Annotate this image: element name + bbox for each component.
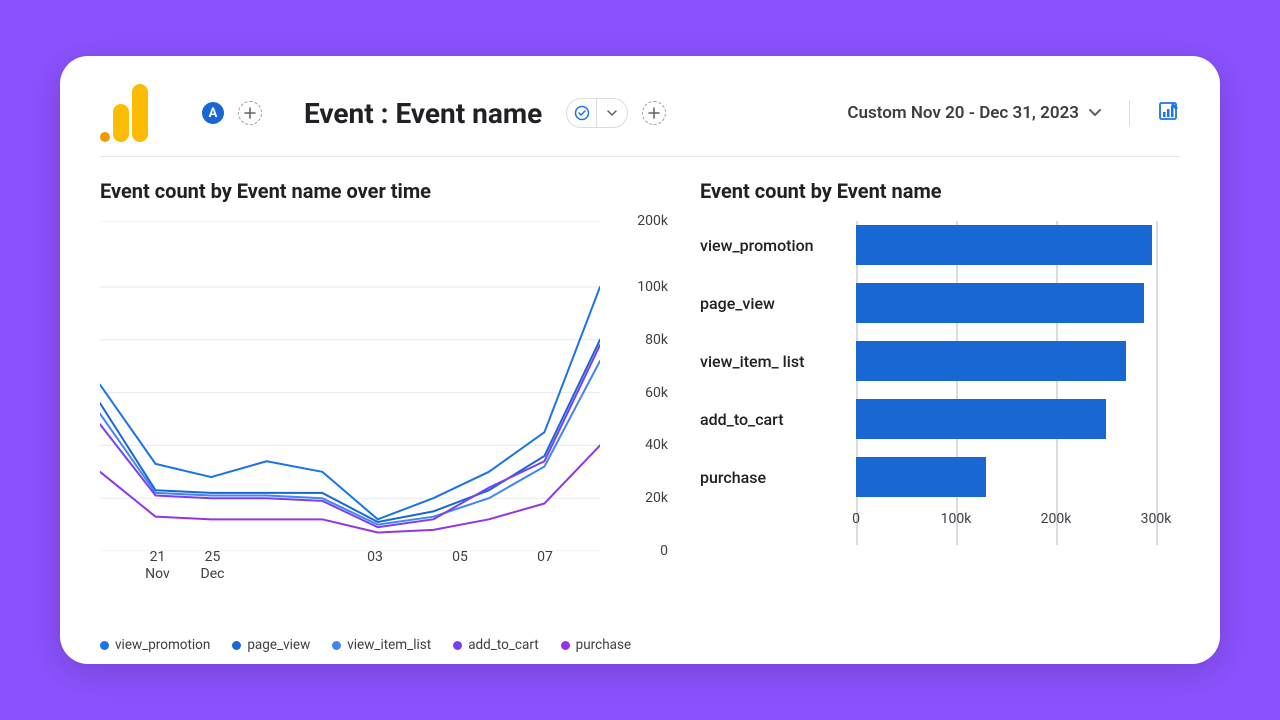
series-add_to_cart [100,345,600,527]
plus-icon [648,107,660,119]
bar-fill [856,283,1144,323]
legend-dot-icon [561,641,570,650]
x-tick-label: 200k [1041,511,1072,527]
series-view_item_list [100,361,600,525]
bar-label: view_promotion [700,236,840,255]
y-tick-label: 60k [645,385,668,401]
x-tick-label: 0 [852,511,860,527]
line-chart: 020k40k60k80k100k200k 21Nov25Dec030507 [100,221,660,581]
x-tick-label: 03 [367,549,383,566]
legend-item[interactable]: add_to_cart [453,637,538,653]
legend-item[interactable]: view_promotion [100,637,210,653]
legend-label: view_promotion [115,637,210,653]
legend-dot-icon [332,641,341,650]
bar-row: page_view [700,279,1160,327]
line-chart-panel: Event count by Event name over time 020k… [100,179,660,653]
x-tick-label: 07 [537,549,553,566]
x-tick-label: 100k [941,511,972,527]
bar-fill [856,341,1126,381]
bar-label: view_item_ list [700,352,840,371]
bar-chart-title: Event count by Event name [700,179,1180,203]
legend-dot-icon [100,641,109,650]
check-circle-icon [574,105,590,121]
bar-row: purchase [700,453,1160,501]
analytics-card: A Event : Event name Custom Nov 20 - Dec… [60,56,1220,664]
legend-label: view_item_list [347,637,431,653]
y-tick-label: 20k [645,490,668,506]
legend-dot-icon [453,641,462,650]
chart-legend: view_promotion page_view view_item_list add… [100,637,660,653]
x-tick-label: 05 [452,549,468,566]
y-tick-label: 80k [645,332,668,348]
y-tick-label: 200k [637,213,668,229]
bar-chart-panel: Event count by Event name view_promotion… [700,179,1180,653]
bar-label: purchase [700,468,840,487]
line-chart-title: Event count by Event name over time [100,179,660,203]
legend-dot-icon [232,641,241,650]
top-bar: A Event : Event name Custom Nov 20 - Dec… [100,74,1180,157]
segment-badge[interactable]: A [202,102,224,124]
chart-edit-icon [1158,100,1180,122]
bar-chart: view_promotion page_view view_item_ list ad… [700,221,1160,581]
add-filter-button[interactable] [642,101,666,125]
legend-item[interactable]: page_view [232,637,310,653]
bar-fill [856,399,1106,439]
x-tick-label: 300k [1141,511,1172,527]
x-tick-label: 25Dec [201,549,225,583]
add-segment-button[interactable] [238,101,262,125]
caret-down-icon [607,110,617,116]
series-view_promotion [100,287,600,519]
y-tick-label: 40k [645,437,668,453]
ga-logo [100,84,148,142]
bar-fill [856,457,986,497]
series-purchase [100,445,600,532]
bar-row: view_promotion [700,221,1160,269]
bar-row: view_item_ list [700,337,1160,385]
date-range-label: Custom Nov 20 - Dec 31, 2023 [847,103,1079,123]
plus-icon [244,107,256,119]
bar-label: page_view [700,294,840,313]
legend-label: purchase [576,637,631,653]
caret-down-icon [1089,109,1101,117]
y-tick-label: 100k [637,279,668,295]
date-range-picker[interactable]: Custom Nov 20 - Dec 31, 2023 [847,103,1101,123]
filter-pill[interactable] [566,98,628,128]
legend-label: page_view [247,637,310,653]
legend-item[interactable]: purchase [561,637,631,653]
bar-fill [856,225,1152,265]
y-tick-label: 0 [660,543,668,559]
legend-label: add_to_cart [468,637,538,653]
legend-item[interactable]: view_item_list [332,637,431,653]
divider [1129,100,1130,126]
bar-row: add_to_cart [700,395,1160,443]
customize-report-button[interactable] [1158,100,1180,126]
charts-row: Event count by Event name over time 0 20k… [100,179,1180,653]
line-chart-svg [100,221,600,551]
page-title: Event : Event name [304,97,542,130]
x-tick-label: 21Nov [145,549,170,583]
bar-label: add_to_cart [700,410,840,429]
